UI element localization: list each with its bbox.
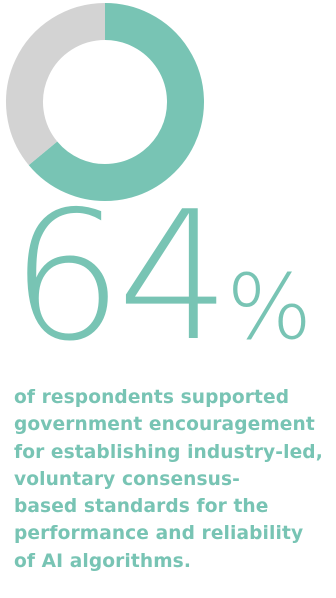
caption-line: of AI algorithms. [14, 550, 191, 572]
donut-slice-remainder [6, 3, 106, 166]
big-stat: 64% [10, 188, 312, 366]
stat-percent-sign: % [226, 255, 313, 360]
donut-slice-value [28, 3, 204, 201]
donut-chart [6, 3, 204, 201]
caption-line: performance and reliability [14, 523, 304, 545]
caption-line: for establishing industry-led, [14, 441, 323, 463]
stat-caption: of respondents supported government enco… [14, 384, 334, 575]
caption-line: government encouragement [14, 414, 315, 436]
stat-number: 64 [10, 173, 230, 380]
caption-line: of respondents supported [14, 387, 290, 408]
caption-line: based standards for the [14, 496, 269, 518]
caption-line: voluntary consensus- [14, 468, 240, 490]
